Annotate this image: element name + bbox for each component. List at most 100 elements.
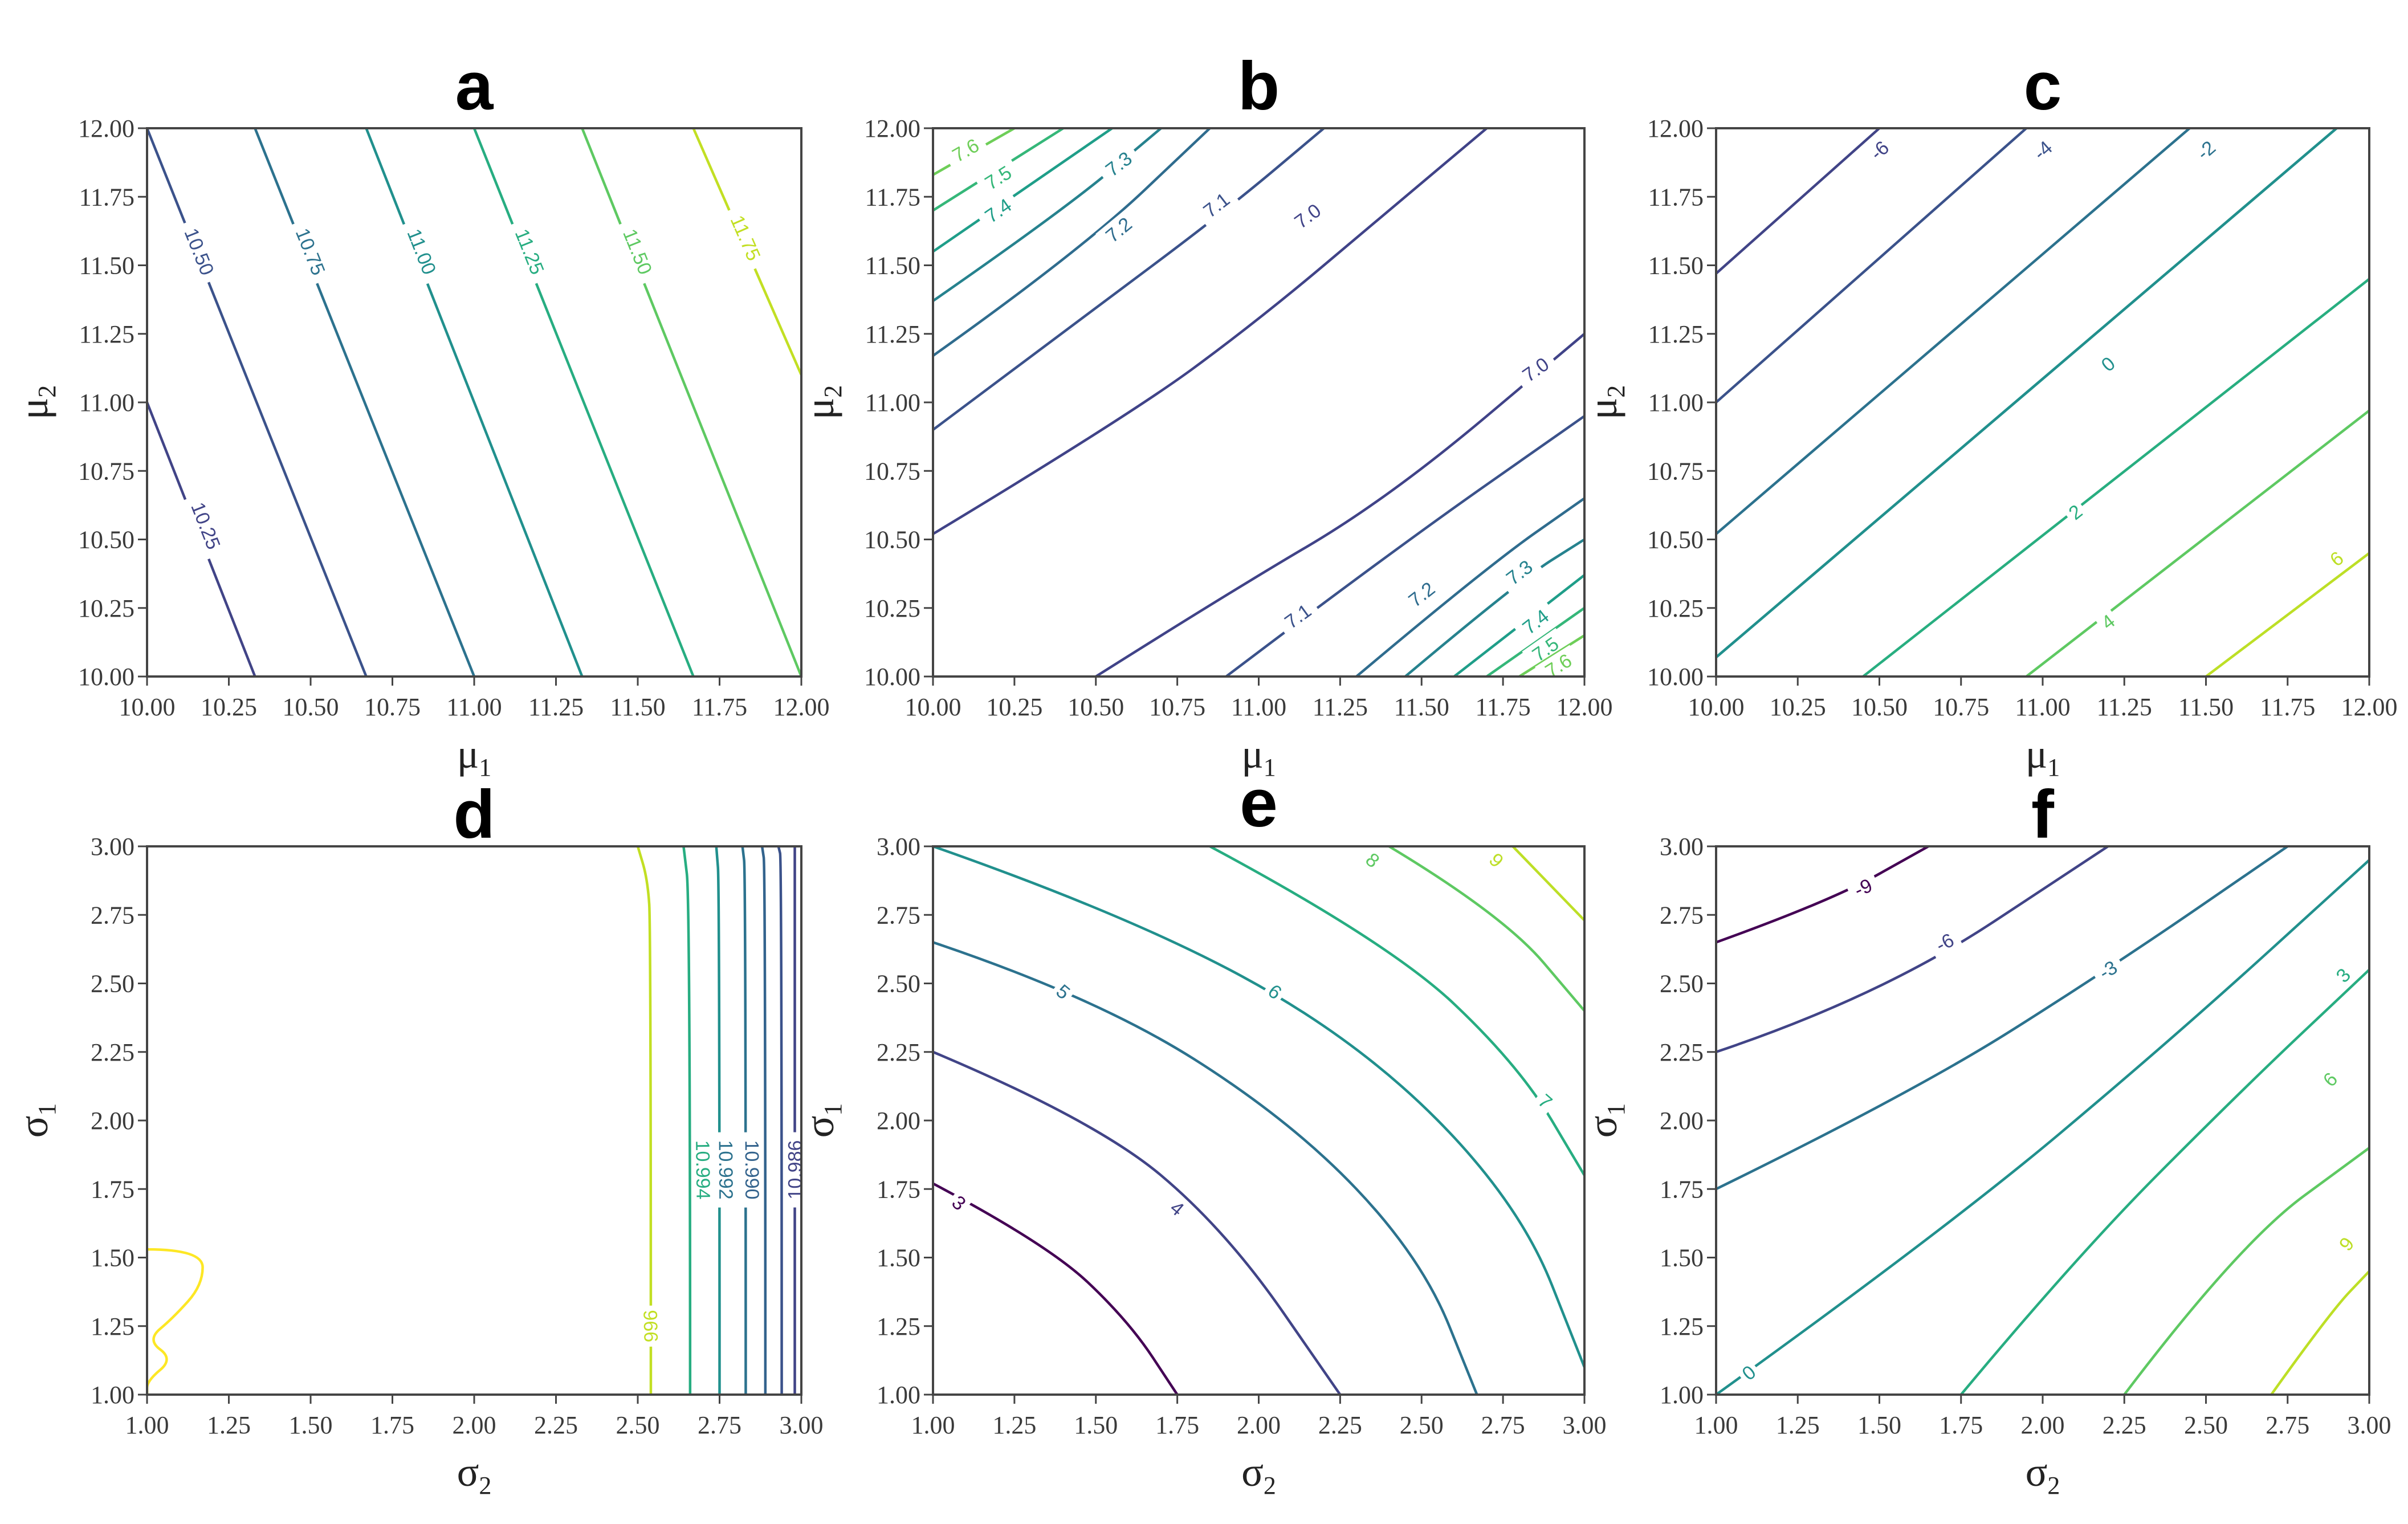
y-tick-label-e-8: 3.00 xyxy=(877,833,920,861)
contour-line-d-0 xyxy=(636,846,653,1395)
x-tick-label-c-0: 10.00 xyxy=(1688,693,1745,721)
contour-label-bg xyxy=(2328,960,2358,990)
y-tick-label-a-7: 11.75 xyxy=(79,183,135,211)
contour-label-bg xyxy=(1095,142,1142,186)
x-tick-label-d-6: 2.50 xyxy=(616,1411,660,1439)
contour-label-bg xyxy=(2322,544,2351,573)
x-tick-label-f-5: 2.25 xyxy=(2103,1411,2146,1439)
y-tick-label-e-4: 2.00 xyxy=(877,1107,920,1135)
x-tick-label-b-4: 11.00 xyxy=(1231,693,1286,721)
x-tick-label-a-5: 11.25 xyxy=(528,693,584,721)
contour-line-a-2 xyxy=(254,128,476,677)
x-tick-label-f-8: 3.00 xyxy=(2348,1411,2391,1439)
contour-line-f-4 xyxy=(1960,968,2369,1395)
y-tick-label-a-1: 10.25 xyxy=(78,594,135,622)
y-tick-label-a-0: 10.00 xyxy=(78,663,135,691)
contour-label-group-c-0: -6 xyxy=(1860,132,1898,169)
contour-label-group-a-3: 11.00 xyxy=(400,218,445,286)
y-tick-label-b-5: 11.25 xyxy=(865,320,920,348)
contour-label-d-6: 10.986 xyxy=(785,1140,806,1200)
contour-label-bg xyxy=(1274,594,1321,638)
contour-label-bg xyxy=(288,218,333,286)
contour-line-f-5 xyxy=(2123,1147,2369,1395)
contour-line-c-1 xyxy=(1716,128,2027,404)
contour-label-bg xyxy=(400,218,445,286)
contour-label-group-b-11: 7.4 xyxy=(1512,600,1559,643)
contour-line-b-10 xyxy=(1404,538,1584,677)
x-tick-label-a-0: 10.00 xyxy=(119,693,176,721)
contour-line-d-5 xyxy=(777,846,783,1395)
plot-frame-d xyxy=(146,845,802,1396)
contour-line-e-1 xyxy=(933,1050,1342,1395)
contour-label-a-5: 11.50 xyxy=(618,226,656,278)
y-tick-label-c-6: 11.50 xyxy=(1648,252,1704,280)
contour-line-f-3 xyxy=(1716,859,2369,1395)
contour-label-bg xyxy=(691,1132,715,1208)
y-tick-label-f-8: 3.00 xyxy=(1660,833,1704,861)
x-tick-label-a-6: 11.50 xyxy=(610,693,665,721)
contour-line-e-3 xyxy=(933,846,1584,1368)
contour-label-group-e-4: 7 xyxy=(1531,1086,1560,1116)
y-tick-label-a-6: 11.50 xyxy=(79,252,135,280)
y-axis-label-sub-c: 2 xyxy=(1602,385,1630,398)
contour-label-bg xyxy=(944,1188,973,1217)
contour-line-d-7 xyxy=(147,1248,204,1395)
contour-label-bg xyxy=(2061,497,2090,527)
y-tick-label-f-0: 1.00 xyxy=(1660,1381,1704,1409)
y-tick-label-e-7: 2.75 xyxy=(877,901,920,929)
x-tick-label-f-2: 1.50 xyxy=(1857,1411,1901,1439)
plot-frame-b xyxy=(932,127,1586,678)
x-axis-label-sub-b: 1 xyxy=(1264,753,1276,781)
contour-label-group-f-1: -6 xyxy=(1926,925,1963,960)
contour-line-c-6 xyxy=(2025,409,2369,677)
panel-d: d 966 10.994 10.992 10.990 10.986 1.00 1.25 1.50… xyxy=(11,776,824,1499)
contour-line-e-0 xyxy=(933,1182,1179,1395)
x-tick-label-f-1: 1.25 xyxy=(1776,1411,1820,1439)
x-tick-label-c-8: 12.00 xyxy=(2341,693,2398,721)
y-tick-label-e-6: 2.50 xyxy=(877,970,920,998)
y-tick-label-a-8: 12.00 xyxy=(78,115,135,142)
y-tick-label-a-4: 11.00 xyxy=(79,389,135,417)
y-tick-label-e-2: 1.50 xyxy=(877,1244,920,1272)
contour-label-group-f-2: -3 xyxy=(2089,952,2127,987)
y-tick-label-c-3: 10.75 xyxy=(1647,457,1704,485)
y-tick-label-b-8: 12.00 xyxy=(864,115,920,142)
y-axis-label-sub-d: 1 xyxy=(33,1103,61,1116)
contour-line-d-4 xyxy=(760,846,767,1395)
y-tick-label-f-6: 2.50 xyxy=(1660,970,1704,998)
y-tick-label-f-2: 1.50 xyxy=(1660,1244,1704,1272)
x-tick-label-b-8: 12.00 xyxy=(1557,693,1613,721)
x-tick-label-f-3: 1.75 xyxy=(1939,1411,1983,1439)
contour-line-a-4 xyxy=(472,128,695,677)
x-tick-label-d-5: 2.25 xyxy=(534,1411,578,1439)
x-tick-label-e-7: 2.75 xyxy=(1481,1411,1525,1439)
x-tick-label-d-8: 3.00 xyxy=(780,1411,824,1439)
x-tick-label-d-0: 1.00 xyxy=(125,1411,169,1439)
y-tick-label-a-5: 11.25 xyxy=(79,320,135,348)
contour-line-b-8 xyxy=(1225,415,1584,677)
x-tick-label-b-1: 10.25 xyxy=(986,693,1042,721)
y-tick-label-d-5: 2.25 xyxy=(91,1038,135,1066)
x-axis-label-sub-e: 2 xyxy=(1264,1472,1276,1499)
contour-line-b-1 xyxy=(933,128,1325,431)
x-tick-label-a-8: 12.00 xyxy=(773,693,830,721)
contour-label-bg xyxy=(942,130,989,170)
y-tick-label-b-3: 10.75 xyxy=(864,457,920,485)
x-axis-label-sub-a: 1 xyxy=(479,753,491,781)
x-tick-label-c-7: 11.75 xyxy=(2260,693,2315,721)
x-tick-label-c-3: 10.75 xyxy=(1933,693,1989,721)
contour-label-bg xyxy=(1512,600,1559,643)
contour-label-bg xyxy=(975,189,1022,232)
y-tick-label-c-2: 10.50 xyxy=(1647,526,1704,554)
contour-label-bg xyxy=(1261,977,1290,1007)
contour-label-group-f-6: 9 xyxy=(2332,1229,2361,1258)
panel-letter-a: a xyxy=(455,48,494,124)
contour-label-d-4: 10.990 xyxy=(741,1140,763,1199)
contour-label-bg xyxy=(1860,132,1898,169)
contour-label-group-c-2: -2 xyxy=(2187,132,2225,169)
contour-label-bg xyxy=(1095,207,1142,252)
contour-label-bg xyxy=(975,157,1022,198)
y-tick-label-c-5: 11.25 xyxy=(1648,320,1704,348)
x-tick-label-a-2: 10.50 xyxy=(283,693,339,721)
